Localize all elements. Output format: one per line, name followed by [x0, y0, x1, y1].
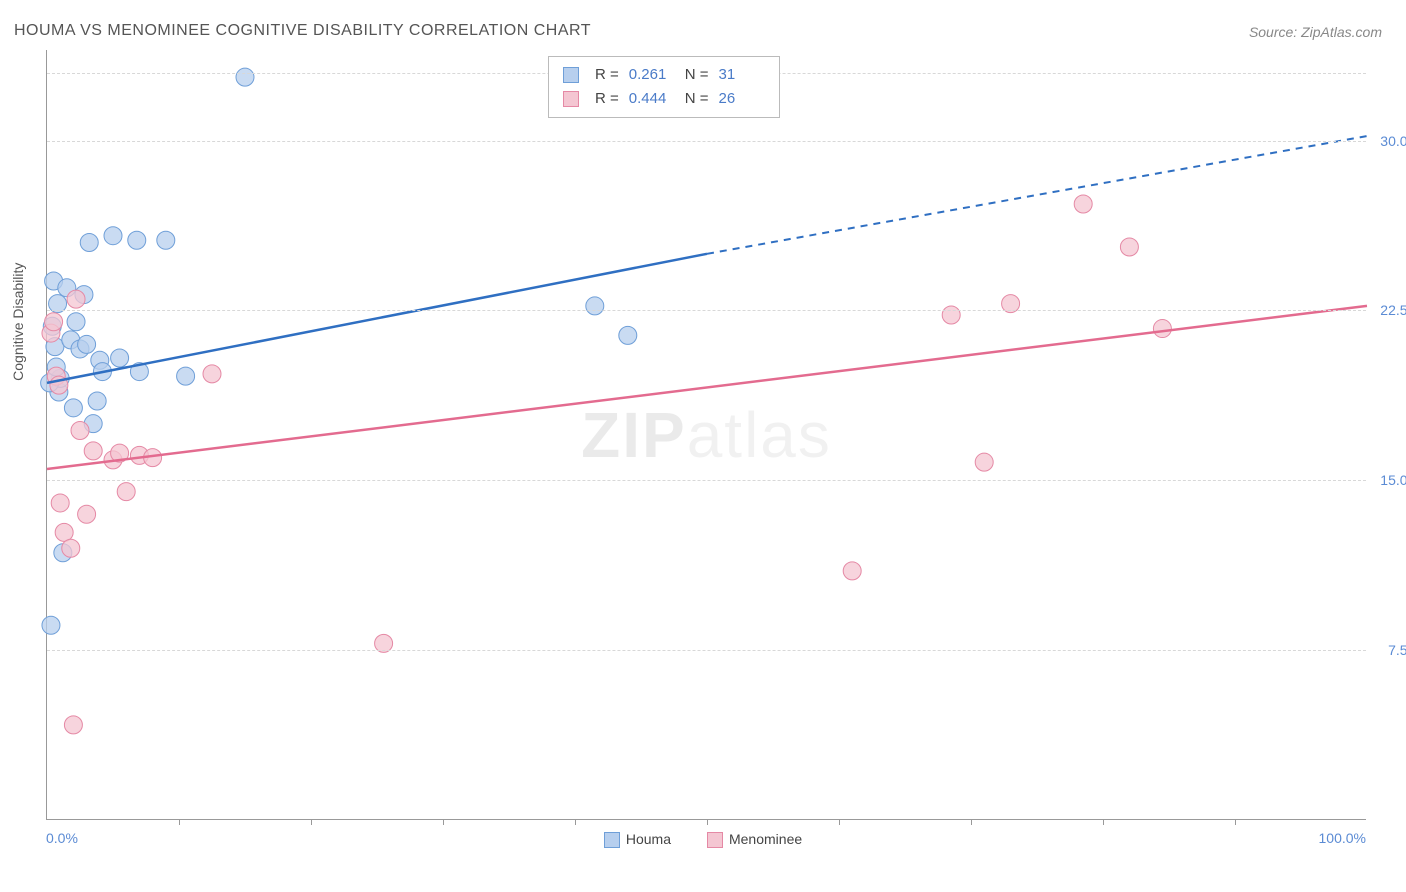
stats-n-label: N =: [685, 87, 709, 111]
data-point: [1153, 320, 1171, 338]
trend-line-extrapolated: [707, 136, 1367, 254]
y-tick-label: 7.5%: [1370, 642, 1406, 658]
stats-r-label: R =: [595, 87, 619, 111]
data-point: [51, 494, 69, 512]
legend-item: Houma: [604, 831, 671, 848]
x-tick: [575, 819, 576, 825]
data-point: [619, 326, 637, 344]
legend-label: Menominee: [729, 831, 802, 847]
chart-title: HOUMA VS MENOMINEE COGNITIVE DISABILITY …: [14, 22, 591, 40]
stats-n-value: 26: [719, 87, 765, 111]
gridline: [47, 141, 1366, 142]
data-point: [942, 306, 960, 324]
legend-label: Houma: [626, 831, 671, 847]
data-point: [45, 313, 63, 331]
data-point: [177, 367, 195, 385]
y-axis-title: Cognitive Disability: [10, 263, 26, 381]
data-point: [80, 234, 98, 252]
legend-swatch: [604, 832, 620, 848]
legend-item: Menominee: [707, 831, 802, 848]
data-point: [111, 349, 129, 367]
stats-row: R = 0.261 N = 31: [563, 63, 765, 87]
stats-n-value: 31: [719, 63, 765, 87]
legend-swatch: [563, 67, 579, 83]
stats-r-label: R =: [595, 63, 619, 87]
trend-line: [47, 254, 707, 383]
data-point: [843, 562, 861, 580]
y-tick-label: 15.0%: [1370, 472, 1406, 488]
data-point: [117, 483, 135, 501]
data-point: [78, 335, 96, 353]
data-point: [64, 399, 82, 417]
stats-r-value: 0.261: [629, 63, 675, 87]
data-point: [1120, 238, 1138, 256]
data-point: [67, 313, 85, 331]
gridline: [47, 310, 1366, 311]
data-point: [55, 523, 73, 541]
data-point: [128, 231, 146, 249]
stats-r-value: 0.444: [629, 87, 675, 111]
y-tick-label: 22.5%: [1370, 302, 1406, 318]
x-tick: [707, 819, 708, 825]
data-point: [157, 231, 175, 249]
x-tick: [179, 819, 180, 825]
stats-legend-box: R = 0.261 N = 31 R = 0.444 N = 26: [548, 56, 780, 118]
data-point: [88, 392, 106, 410]
x-tick: [1235, 819, 1236, 825]
x-tick: [1103, 819, 1104, 825]
chart-container: HOUMA VS MENOMINEE COGNITIVE DISABILITY …: [0, 0, 1406, 892]
data-point: [1074, 195, 1092, 213]
data-point: [71, 421, 89, 439]
stats-row: R = 0.444 N = 26: [563, 87, 765, 111]
data-point: [64, 716, 82, 734]
source-attribution: Source: ZipAtlas.com: [1249, 24, 1382, 40]
data-point: [42, 616, 60, 634]
data-point: [62, 539, 80, 557]
data-point: [203, 365, 221, 383]
trend-line: [47, 306, 1367, 469]
bottom-legend: Houma Menominee: [0, 830, 1406, 848]
gridline: [47, 650, 1366, 651]
plot-area: ZIPatlas 7.5%15.0%22.5%30.0%: [46, 50, 1366, 820]
plot-svg: [47, 50, 1366, 819]
data-point: [975, 453, 993, 471]
data-point: [78, 505, 96, 523]
data-point: [236, 68, 254, 86]
gridline: [47, 480, 1366, 481]
data-point: [104, 227, 122, 245]
legend-swatch: [707, 832, 723, 848]
x-tick: [971, 819, 972, 825]
legend-swatch: [563, 91, 579, 107]
x-tick: [311, 819, 312, 825]
y-tick-label: 30.0%: [1370, 133, 1406, 149]
data-point: [84, 442, 102, 460]
data-point: [67, 290, 85, 308]
x-tick: [839, 819, 840, 825]
stats-n-label: N =: [685, 63, 709, 87]
data-point: [586, 297, 604, 315]
x-tick: [443, 819, 444, 825]
